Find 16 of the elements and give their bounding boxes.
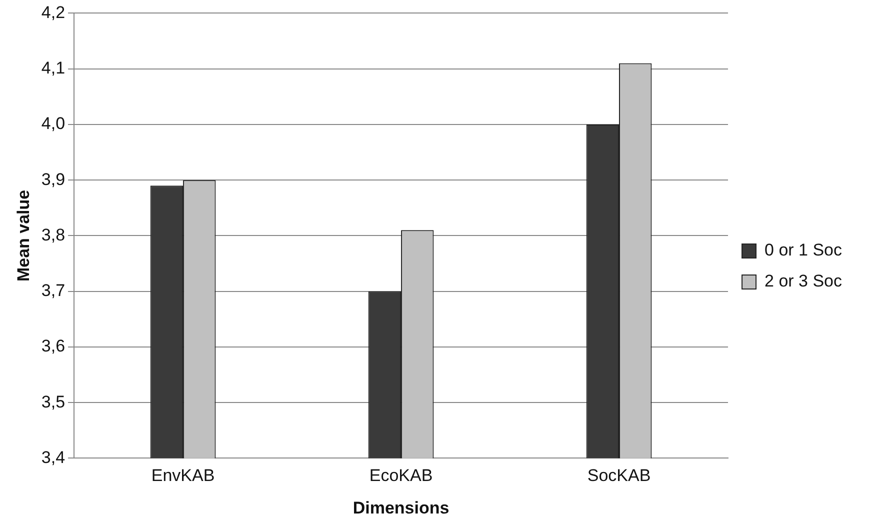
y-tick-label: 3,7 xyxy=(41,281,66,300)
x-tick-label: EcoKAB xyxy=(369,466,433,486)
y-tick-label: 3,5 xyxy=(41,392,66,412)
y-tick-label: 3,4 xyxy=(41,448,66,467)
y-tick-label: 4,1 xyxy=(41,58,66,78)
x-tick-label: EnvKAB xyxy=(151,466,215,486)
legend-label: 0 or 1 Soc xyxy=(764,240,842,260)
y-tick-label: 3,6 xyxy=(41,336,66,356)
legend-label: 2 or 3 Soc xyxy=(764,272,842,291)
y-tick-label: 4,0 xyxy=(41,114,66,134)
y-tick-label: 3,9 xyxy=(41,170,66,189)
x-tick-label: SocKAB xyxy=(587,466,651,486)
y-axis-title: Mean value xyxy=(14,190,33,282)
y-tick-label: 3,8 xyxy=(41,225,66,244)
y-tick-label: 4,2 xyxy=(41,2,66,22)
x-axis-title: Dimensions xyxy=(352,498,450,518)
